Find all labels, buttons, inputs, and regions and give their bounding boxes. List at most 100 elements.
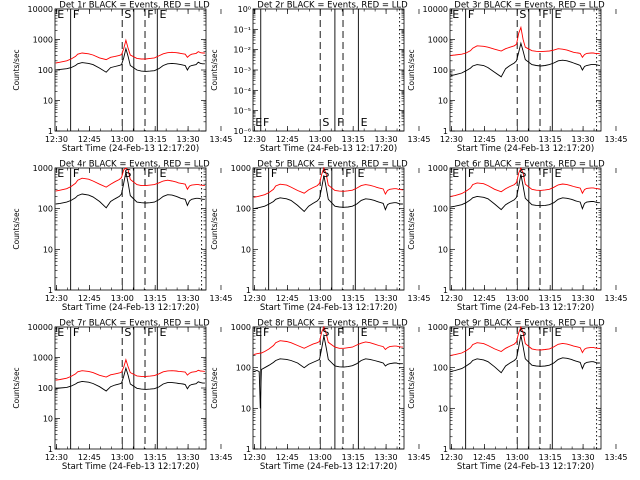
event-letter: E: [554, 326, 561, 339]
x-tick-label: 13:30: [177, 135, 200, 144]
x-tick-label: 13:00: [111, 294, 134, 303]
plot-frame: [252, 167, 405, 291]
x-tick-label: 13:45: [407, 135, 430, 144]
x-tick-label: 13:15: [539, 453, 562, 462]
event-letter: F: [147, 8, 153, 21]
series-events: [55, 171, 205, 209]
panel-det-1r: Det 1r BLACK = Events, RED = LLD 1 10 100 10…: [12, 1, 233, 155]
y-axis-label: Counts/sec: [12, 367, 21, 408]
event-letter: S: [322, 326, 329, 339]
panel-det-5r: Det 5r BLACK = Events, RED = LLD 1 10 100 10…: [210, 160, 431, 314]
event-letter: F: [468, 167, 474, 180]
x-axis-label: Start Time (24-Feb-13 12:17:20): [260, 462, 397, 472]
panel-det-4r: Det 4r BLACK = Events, RED = LLD 1 10 100 10…: [12, 160, 233, 314]
y-axis-label: Counts/sec: [210, 208, 219, 249]
y-tick-label: 1: [246, 286, 251, 295]
series-lld: [450, 25, 600, 59]
y-tick-label: 10000: [28, 323, 53, 332]
event-letter: E: [452, 326, 459, 339]
x-axis-label: Start Time (24-Feb-13 12:17:20): [260, 303, 397, 313]
series-events: [55, 46, 205, 73]
event-letter: F: [542, 326, 548, 339]
y-tick-label: 1: [443, 445, 448, 454]
event-letter: F: [263, 116, 269, 129]
series-lld: [450, 166, 600, 197]
y-tick-label: 10⁻²: [233, 46, 251, 55]
y-tick-label: 1000: [33, 354, 53, 363]
y-tick-label: 1000: [231, 323, 251, 332]
event-letter: E: [554, 167, 561, 180]
panel-det-7r: Det 7r BLACK = Events, RED = LLD 1 10 100 10…: [12, 319, 233, 473]
event-letter: F: [542, 8, 548, 21]
x-tick-label: 12:30: [243, 294, 266, 303]
y-tick-label: 10: [438, 97, 448, 106]
series-lld: [55, 167, 205, 192]
y-axis-label: Counts/sec: [407, 367, 416, 408]
y-tick-label: 1000: [231, 164, 251, 173]
event-letter: E: [57, 8, 64, 21]
y-axis-label: Counts/sec: [12, 49, 21, 90]
x-tick-label: 13:45: [209, 294, 232, 303]
y-tick-label: 10: [43, 415, 53, 424]
series-lld: [253, 166, 403, 198]
y-tick-label: 1000: [428, 323, 448, 332]
x-tick-label: 12:45: [276, 453, 299, 462]
event-letter: S: [124, 326, 131, 339]
x-tick-label: 13:00: [506, 453, 529, 462]
x-tick-label: 13:45: [604, 294, 627, 303]
x-tick-label: 13:45: [604, 453, 627, 462]
x-axis-label: Start Time (24-Feb-13 12:17:20): [62, 144, 199, 154]
x-tick-label: 13:30: [572, 453, 595, 462]
plot-frame: [252, 8, 405, 132]
y-tick-label: 1: [443, 286, 448, 295]
event-letter: F: [73, 326, 79, 339]
series-events: [253, 175, 403, 213]
panel-det-9r: Det 9r BLACK = Events, RED = LLD 1 10 100 10…: [407, 319, 628, 473]
event-letter: F: [73, 8, 79, 21]
event-letter: E: [57, 326, 64, 339]
panel-det-3r: Det 3r BLACK = Events, RED = LLD 1 10 100 10…: [407, 1, 628, 155]
event-letter: E: [361, 116, 368, 129]
y-tick-label: 10⁻¹: [233, 25, 251, 34]
x-tick-label: 13:30: [177, 453, 200, 462]
y-axis-label: Counts/sec: [210, 49, 219, 90]
y-tick-label: 10⁻³: [233, 66, 251, 75]
x-tick-label: 12:30: [440, 135, 463, 144]
x-tick-label: 12:30: [45, 294, 68, 303]
y-axis-label: Counts/sec: [407, 49, 416, 90]
y-tick-label: 10000: [423, 5, 448, 14]
x-axis-label: Start Time (24-Feb-13 12:17:20): [62, 303, 199, 313]
event-letter: S: [322, 167, 329, 180]
x-tick-label: 13:00: [309, 453, 332, 462]
x-tick-label: 12:30: [45, 135, 68, 144]
y-tick-label: 10: [43, 97, 53, 106]
event-letter: E: [361, 326, 368, 339]
panel-title: Det 7r BLACK = Events, RED = LLD: [59, 319, 210, 329]
x-axis-label: Start Time (24-Feb-13 12:17:20): [62, 462, 199, 472]
panel-title: Det 3r BLACK = Events, RED = LLD: [454, 1, 605, 11]
x-tick-label: 12:45: [276, 135, 299, 144]
x-tick-label: 12:45: [473, 453, 496, 462]
y-tick-label: 100: [236, 205, 251, 214]
y-tick-label: 1: [246, 445, 251, 454]
plot-frame: [449, 326, 602, 450]
x-tick-label: 12:45: [78, 453, 101, 462]
x-tick-label: 13:30: [572, 135, 595, 144]
series-events: [450, 335, 600, 374]
x-tick-label: 12:45: [78, 135, 101, 144]
x-tick-label: 13:15: [144, 453, 167, 462]
event-letter: S: [322, 116, 329, 129]
y-tick-label: 10⁻⁴: [233, 86, 251, 95]
y-tick-label: 1: [48, 127, 53, 136]
x-tick-label: 13:45: [209, 453, 232, 462]
event-letter: F: [147, 167, 153, 180]
panel-title: Det 5r BLACK = Events, RED = LLD: [257, 160, 408, 170]
panel-det-8r: Det 8r BLACK = Events, RED = LLD 1 10 100 10…: [210, 319, 431, 473]
x-tick-label: 12:45: [78, 294, 101, 303]
x-axis-label: Start Time (24-Feb-13 12:17:20): [457, 462, 594, 472]
x-tick-label: 13:45: [209, 135, 232, 144]
x-tick-label: 13:00: [506, 135, 529, 144]
y-tick-label: 1000: [33, 164, 53, 173]
series-events: [55, 366, 205, 392]
